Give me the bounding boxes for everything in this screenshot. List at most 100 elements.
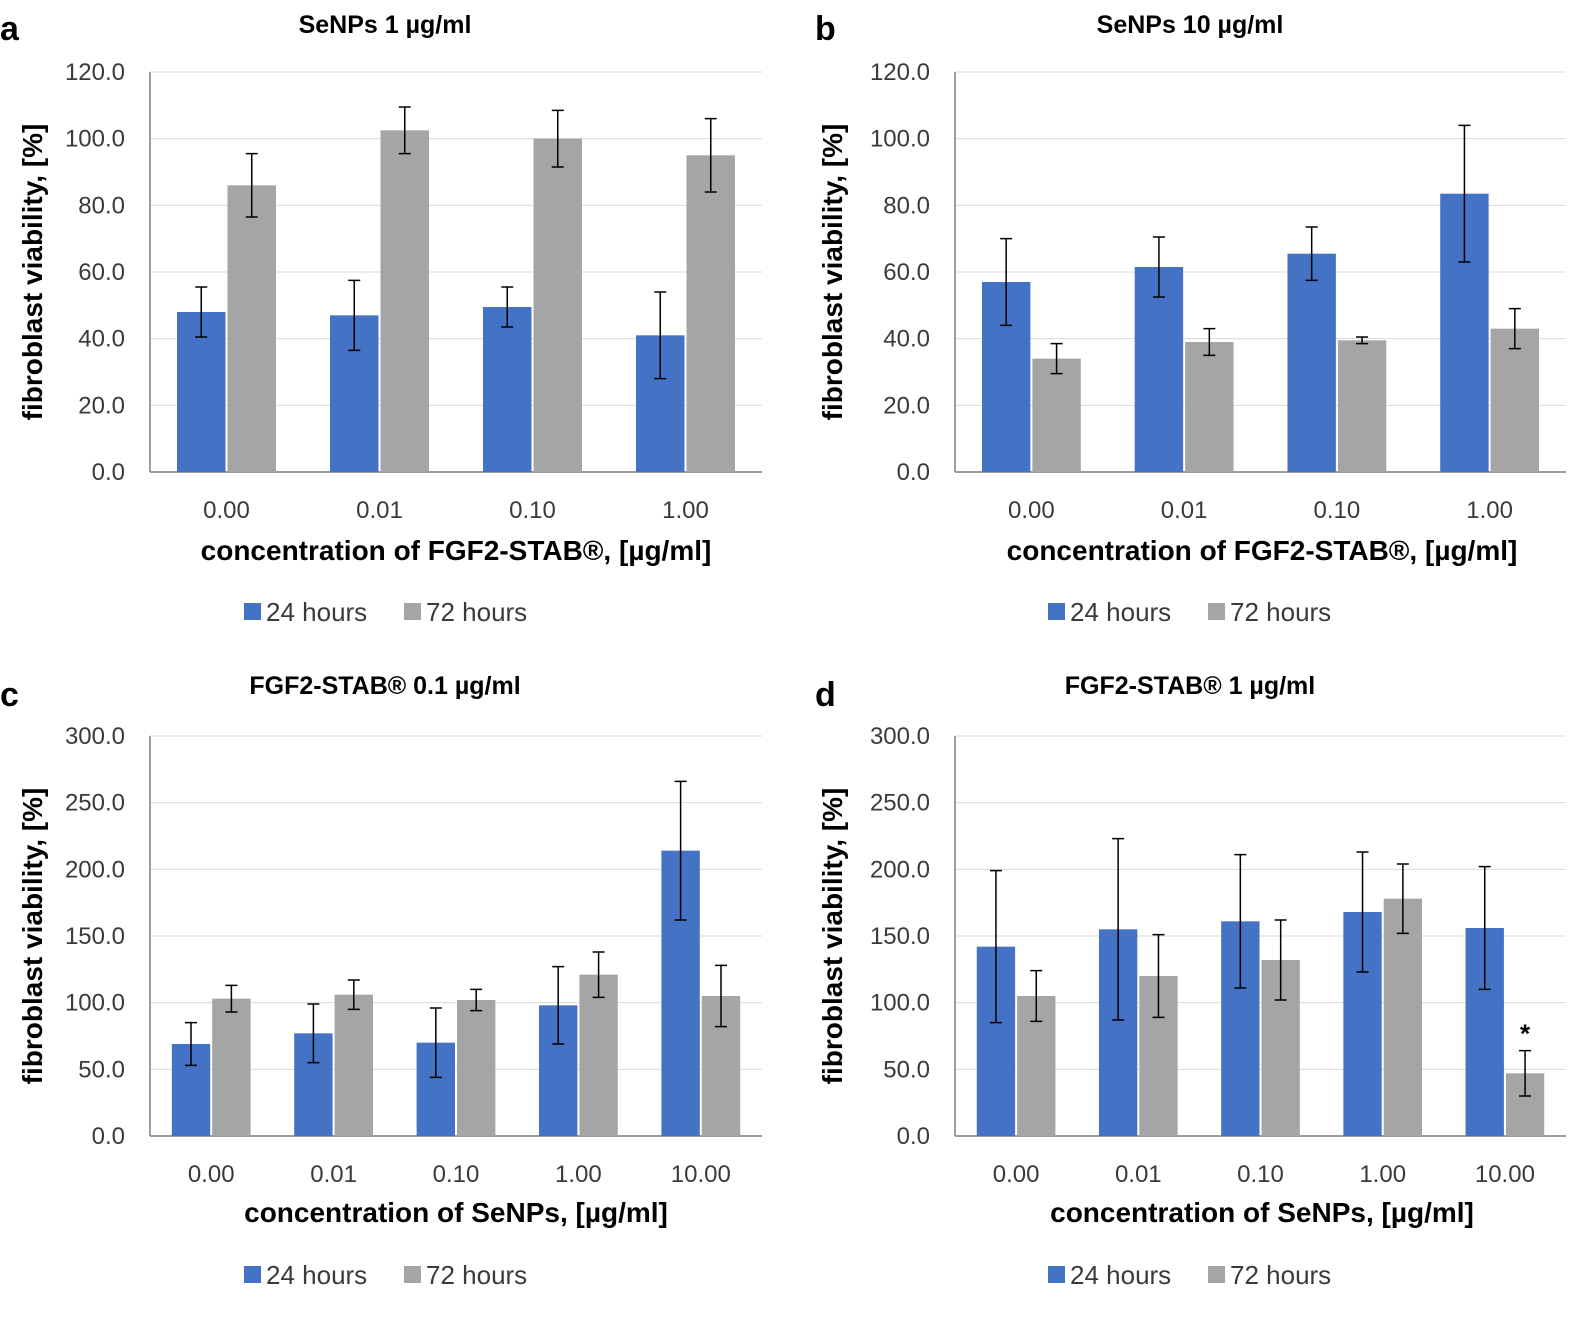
y-tick-label: 100.0 [870,990,930,1017]
y-tick-label: 100.0 [65,126,125,153]
panel-letter: c [0,676,19,714]
bar-24h [1287,253,1336,472]
x-tick-label: 0.00 [203,497,250,524]
y-tick-label: 50.0 [78,1056,125,1083]
x-tick-label: 1.00 [555,1161,602,1188]
legend-swatch-72h [1208,1266,1225,1283]
legend-label: 24 hours [1070,1260,1171,1290]
y-tick-label: 20.0 [78,392,125,419]
legend-swatch-24h [1048,1266,1065,1283]
y-tick-label: 0.0 [92,1123,125,1150]
legend-label: 72 hours [426,1260,527,1290]
y-tick-label: 300.0 [870,723,930,750]
x-axis-label: concentration of SeNPs, [µg/ml] [244,1197,668,1228]
y-axis-label: fibroblast viability, [%] [17,788,48,1085]
x-tick-label: 0.10 [1237,1161,1284,1188]
chart-title: FGF2-STAB® 0.1 µg/ml [249,672,520,700]
y-tick-label: 300.0 [65,723,125,750]
x-tick-label: 0.10 [1314,497,1361,524]
y-tick-label: 100.0 [870,126,930,153]
error-bar [714,964,727,1028]
x-tick-label: 1.00 [1466,497,1513,524]
error-bar [347,979,360,1011]
error-bar [592,951,605,999]
y-tick-label: 120.0 [65,59,125,86]
legend-label: 72 hours [1230,1260,1331,1290]
x-axis-label: concentration of FGF2-STAB®, [µg/ml] [1007,535,1518,566]
error-bar [1478,865,1491,991]
chart-title: FGF2-STAB® 1 µg/ml [1065,672,1315,700]
y-tick-label: 0.0 [897,459,930,486]
error-bar [1030,969,1043,1023]
bar-72h [380,130,429,473]
chart-panel-c: c FGF2-STAB® 0.1 µg/ml 0.0 50.0 100.0 150.0 20… [0,672,762,1290]
y-tick-label: 60.0 [883,259,930,286]
error-bar [501,286,514,328]
y-tick-label: 250.0 [870,790,930,817]
legend-label: 24 hours [266,1260,367,1290]
error-bar [398,106,411,155]
bar-72h [1383,898,1423,1136]
bar-72h [212,998,251,1136]
x-tick-label: 0.01 [1115,1161,1162,1188]
y-tick-label: 100.0 [65,990,125,1017]
y-tick-label: 50.0 [883,1056,930,1083]
x-tick-label: 0.10 [433,1161,480,1188]
bar-72h [579,974,618,1136]
error-bar [225,984,238,1013]
bar-24h [177,312,226,472]
bar-72h [1490,328,1540,472]
error-bar [704,117,717,193]
x-tick-label: 0.00 [1008,497,1055,524]
y-tick-label: 60.0 [78,259,125,286]
legend-swatch-24h [1048,603,1065,620]
error-bar [1234,853,1247,989]
panel-letter: a [0,10,20,48]
y-tick-label: 0.0 [897,1123,930,1150]
x-tick-label: 10.00 [671,1161,731,1188]
y-tick-label: 120.0 [870,59,930,86]
bar-24h [1134,267,1184,472]
error-bar [551,109,564,168]
chart-panel-b: b SeNPs 10 µg/ml 0.0 20.0 40.0 60.0 80.0 100.0 1… [815,10,1566,627]
legend-swatch-72h [1208,603,1225,620]
error-bar [1305,226,1318,282]
legend-swatch-72h [404,603,421,620]
bar-72h [1337,340,1387,472]
x-tick-label: 0.10 [509,497,556,524]
x-tick-label: 10.00 [1475,1161,1535,1188]
error-bar [195,286,208,338]
error-bar [552,965,565,1045]
error-bar [1152,236,1165,298]
y-axis-label: fibroblast viability, [%] [17,124,48,421]
x-tick-label: 0.00 [188,1161,235,1188]
y-tick-label: 40.0 [78,326,125,353]
error-bar [1356,851,1369,973]
legend-swatch-24h [244,1266,261,1283]
y-tick-label: 80.0 [78,192,125,219]
y-tick-label: 80.0 [883,192,930,219]
bar-72h [533,138,582,472]
chart-panel-a: a SeNPs 1 µg/ml 0.0 20.0 40.0 60.0 80.0 100.0 12… [0,10,762,627]
y-tick-label: 250.0 [65,790,125,817]
x-axis-label: concentration of FGF2-STAB®, [µg/ml] [201,535,712,566]
legend-label: 72 hours [426,597,527,627]
panel-letter: b [815,10,836,48]
error-bar [1458,124,1471,263]
x-tick-label: 0.01 [310,1161,357,1188]
bar-72h [334,994,373,1136]
chart-title: SeNPs 1 µg/ml [299,11,472,39]
error-bar [989,869,1002,1024]
panel-letter: d [815,676,836,714]
error-bar [1508,307,1521,350]
y-tick-label: 200.0 [65,856,125,883]
bar-72h [227,185,276,473]
error-bar [307,1003,320,1064]
significance-star: * [1520,1019,1531,1049]
x-tick-label: 0.01 [356,497,403,524]
legend-swatch-24h [244,603,261,620]
y-tick-label: 150.0 [870,923,930,950]
bar-72h [1032,358,1081,472]
chart-title: SeNPs 10 µg/ml [1097,11,1284,39]
error-bar [674,780,687,921]
